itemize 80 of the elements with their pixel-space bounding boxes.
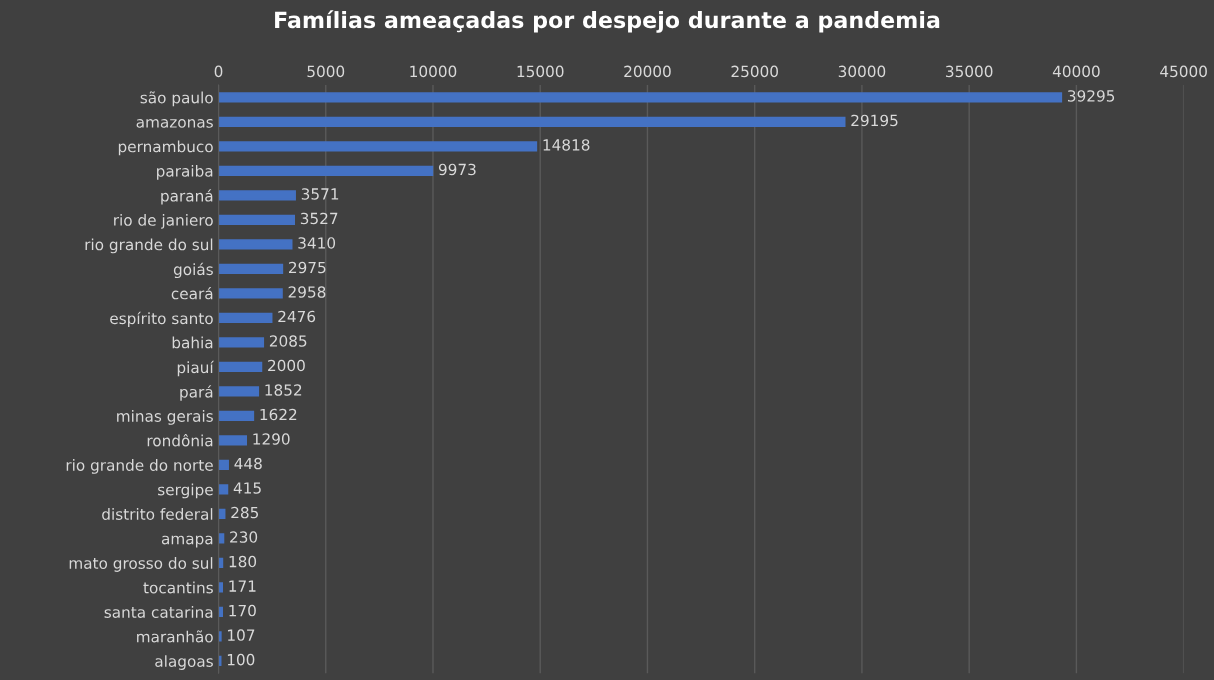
y-tick-label: paraná: [161, 189, 213, 205]
y-tick-label: pará: [180, 385, 213, 401]
y-tick-label: amapa: [161, 535, 213, 548]
data-label: 100: [227, 653, 255, 666]
bar: [218, 288, 283, 299]
y-tick-label: pernambuco: [118, 140, 213, 156]
y-tick-label: sergipe: [158, 483, 213, 499]
data-label: 2000: [268, 359, 305, 372]
bar: [218, 337, 265, 348]
data-label: 1852: [265, 384, 302, 396]
x-tick-label: 20000: [624, 65, 671, 78]
x-tick-label: 30000: [838, 65, 886, 78]
data-label: 3410: [298, 237, 336, 249]
data-label: 180: [229, 555, 257, 568]
y-tick-label: rio de janiero: [114, 213, 213, 229]
x-tick-label: 0: [214, 65, 223, 78]
bar: [218, 214, 295, 225]
x-tick-label: 35000: [946, 65, 993, 78]
data-label: 1290: [253, 433, 290, 445]
bar: [218, 410, 255, 421]
data-label: 2085: [269, 335, 307, 347]
data-label: 2958: [288, 286, 326, 298]
x-tick-label: 40000: [1052, 65, 1100, 78]
data-label: 285: [231, 506, 259, 519]
bar: [218, 312, 273, 323]
data-label: 171: [229, 580, 256, 592]
y-tick-label: goiás: [173, 262, 213, 279]
data-label: 9973: [438, 163, 476, 176]
bar: [218, 484, 229, 495]
bar: [218, 435, 248, 446]
data-label: 29195: [851, 114, 898, 127]
x-tick-label: 45000: [1160, 65, 1207, 78]
y-tick-label: minas gerais: [117, 410, 213, 425]
y-tick-label: rio grande do norte: [66, 459, 213, 474]
data-label: 448: [234, 457, 262, 470]
data-label: 1622: [260, 408, 297, 421]
bar: [218, 361, 263, 372]
data-label: 39295: [1068, 90, 1115, 102]
bar: [218, 386, 260, 397]
bar: [218, 459, 229, 471]
y-tick-label: paraiba: [157, 164, 213, 180]
y-tick-label: alagoas: [155, 655, 213, 670]
y-tick-label: rondônia: [147, 433, 213, 447]
bar: [218, 165, 434, 176]
y-tick-label: amazonas: [136, 119, 213, 128]
data-label: 415: [233, 482, 261, 494]
bar: [218, 582, 224, 593]
bar: [218, 263, 284, 274]
x-tick-label: 5000: [307, 65, 345, 78]
bar: [218, 239, 293, 250]
data-label: 3571: [301, 188, 339, 200]
y-tick-label: espírito santo: [110, 311, 213, 328]
chart-title: Famílias ameaçadas por despejo durante a pandemia: [275, 10, 940, 33]
y-tick-label: mato grosso do sul: [69, 557, 213, 572]
data-label: 14818: [543, 139, 590, 151]
y-tick-label: ceará: [171, 286, 213, 300]
x-tick-label: 10000: [410, 65, 457, 78]
bar: [218, 116, 846, 127]
data-label: 230: [230, 531, 258, 543]
bar: [218, 606, 224, 618]
data-label: 3527: [300, 212, 338, 225]
data-label: 170: [229, 604, 256, 617]
x-tick-label: 15000: [517, 65, 564, 78]
data-label: 2975: [289, 261, 326, 274]
y-tick-label: piauí: [177, 360, 215, 377]
bar: [218, 533, 225, 544]
bar: [218, 141, 538, 152]
y-tick-label: são paulo: [140, 91, 213, 107]
y-tick-label: maranhão: [137, 630, 213, 643]
data-label: 2476: [278, 310, 316, 323]
x-tick-label: 25000: [731, 65, 778, 78]
bar: [218, 92, 1063, 103]
y-tick-label: bahia: [172, 336, 213, 349]
bar: [218, 631, 222, 642]
y-tick-label: santa catarina: [104, 606, 213, 618]
bar: [218, 190, 296, 201]
y-tick-label: distrito federal: [102, 508, 213, 520]
y-tick-label: rio grande do sul: [85, 238, 213, 254]
data-label: 107: [228, 629, 255, 641]
y-tick-label: tocantins: [143, 581, 213, 594]
